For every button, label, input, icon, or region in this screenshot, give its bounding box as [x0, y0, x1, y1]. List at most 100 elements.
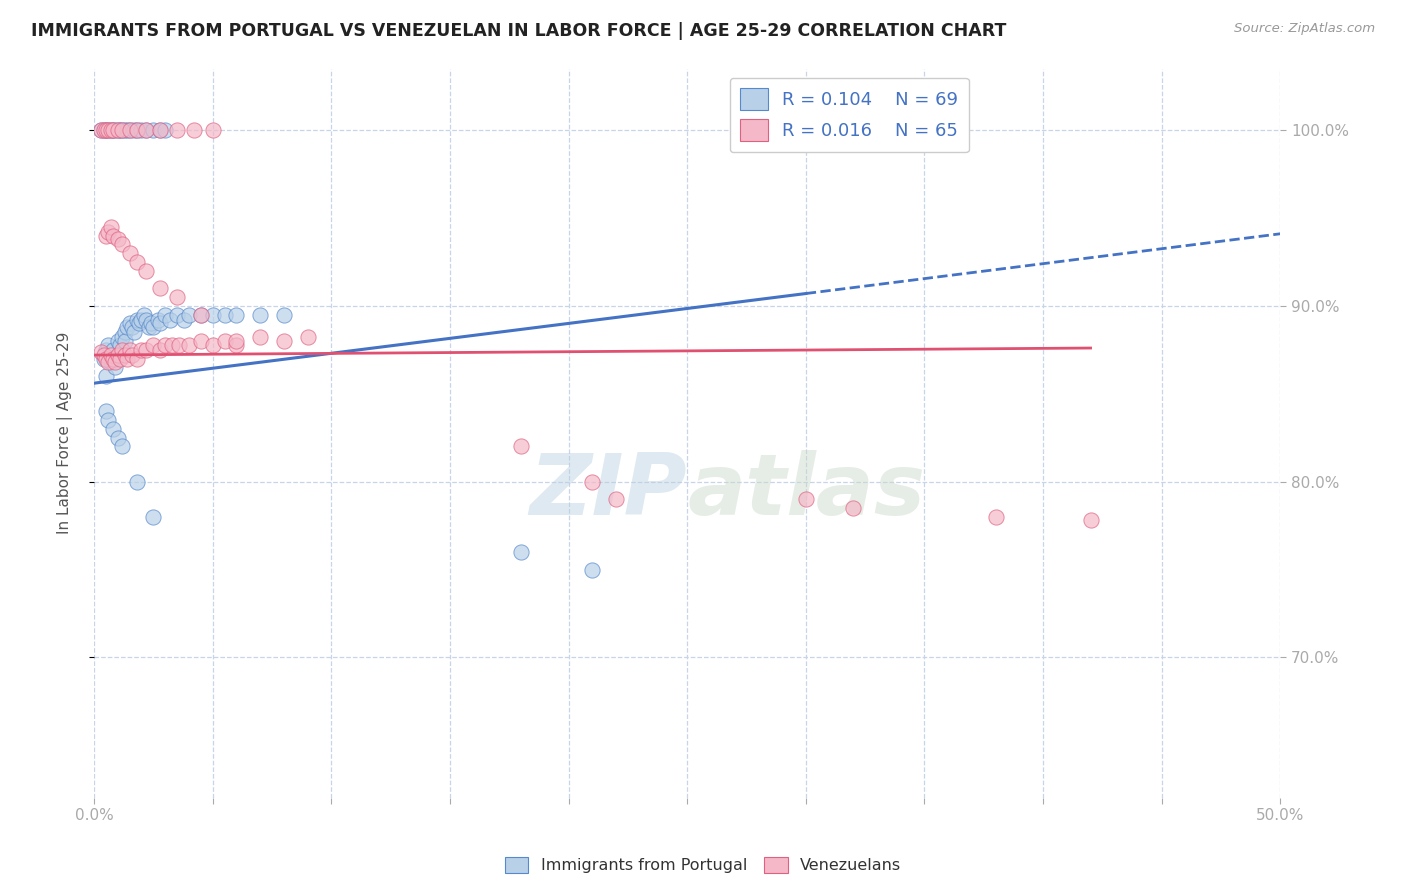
Point: [107, 348, 129, 362]
Point: [142, 320, 165, 334]
Point: [177, 308, 200, 322]
Point: [249, 308, 271, 322]
Point: [149, 281, 172, 295]
Text: Source: ZipAtlas.com: Source: ZipAtlas.com: [1234, 22, 1375, 36]
Point: [135, 123, 157, 137]
Point: [131, 313, 153, 327]
Point: [142, 123, 165, 137]
Point: [107, 431, 129, 445]
Point: [100, 348, 122, 362]
Point: [93, 123, 115, 137]
Point: [125, 351, 148, 366]
Point: [90, 123, 112, 137]
Point: [190, 334, 212, 348]
Point: [115, 320, 138, 334]
Point: [131, 343, 153, 357]
Point: [108, 351, 131, 366]
Point: [94, 123, 117, 137]
Point: [118, 343, 141, 357]
Point: [104, 351, 127, 366]
Point: [159, 313, 181, 327]
Point: [97, 337, 120, 351]
Point: [249, 330, 271, 344]
Y-axis label: In Labor Force | Age 25-29: In Labor Force | Age 25-29: [58, 332, 73, 534]
Text: atlas: atlas: [688, 450, 925, 533]
Point: [794, 492, 817, 507]
Point: [118, 317, 141, 331]
Point: [153, 123, 176, 137]
Point: [510, 545, 533, 559]
Point: [115, 351, 138, 366]
Point: [510, 440, 533, 454]
Point: [138, 320, 160, 334]
Point: [101, 351, 124, 366]
Point: [90, 123, 112, 137]
Point: [107, 348, 129, 362]
Point: [118, 123, 141, 137]
Point: [135, 123, 157, 137]
Point: [100, 355, 122, 369]
Point: [169, 337, 191, 351]
Point: [94, 343, 117, 357]
Point: [139, 317, 162, 331]
Point: [100, 351, 122, 366]
Point: [128, 317, 150, 331]
Point: [297, 330, 319, 344]
Point: [135, 313, 157, 327]
Point: [108, 337, 131, 351]
Point: [114, 325, 136, 339]
Point: [108, 123, 131, 137]
Point: [149, 343, 172, 357]
Point: [111, 123, 134, 137]
Point: [132, 308, 155, 322]
Point: [149, 123, 172, 137]
Point: [90, 344, 112, 359]
Point: [190, 308, 212, 322]
Point: [111, 123, 134, 137]
Point: [142, 337, 165, 351]
Point: [97, 355, 120, 369]
Point: [984, 509, 1007, 524]
Point: [104, 355, 127, 369]
Point: [149, 317, 172, 331]
Point: [183, 123, 205, 137]
Point: [115, 123, 138, 137]
Point: [93, 351, 115, 366]
Point: [94, 351, 117, 366]
Point: [166, 290, 188, 304]
Legend: Immigrants from Portugal, Venezuelans: Immigrants from Portugal, Venezuelans: [498, 850, 908, 880]
Point: [149, 123, 172, 137]
Legend: R = 0.104    N = 69, R = 0.016    N = 65: R = 0.104 N = 69, R = 0.016 N = 65: [730, 78, 969, 153]
Point: [104, 123, 127, 137]
Point: [225, 337, 247, 351]
Point: [111, 343, 134, 357]
Point: [114, 348, 136, 362]
Text: ZIP: ZIP: [530, 450, 688, 533]
Point: [273, 308, 295, 322]
Point: [107, 123, 129, 137]
Point: [166, 308, 188, 322]
Point: [107, 334, 129, 348]
Point: [100, 123, 122, 137]
Text: IMMIGRANTS FROM PORTUGAL VS VENEZUELAN IN LABOR FORCE | AGE 25-29 CORRELATION CH: IMMIGRANTS FROM PORTUGAL VS VENEZUELAN I…: [31, 22, 1007, 40]
Point: [121, 320, 143, 334]
Point: [605, 492, 627, 507]
Point: [125, 123, 148, 137]
Point: [153, 337, 176, 351]
Point: [93, 348, 115, 362]
Point: [146, 313, 169, 327]
Point: [581, 562, 603, 576]
Point: [101, 422, 124, 436]
Point: [93, 123, 115, 137]
Point: [97, 225, 120, 239]
Point: [94, 369, 117, 384]
Point: [162, 337, 184, 351]
Point: [125, 255, 148, 269]
Point: [101, 228, 124, 243]
Point: [118, 246, 141, 260]
Point: [107, 123, 129, 137]
Point: [125, 313, 148, 327]
Point: [201, 337, 224, 351]
Point: [114, 123, 136, 137]
Point: [153, 308, 176, 322]
